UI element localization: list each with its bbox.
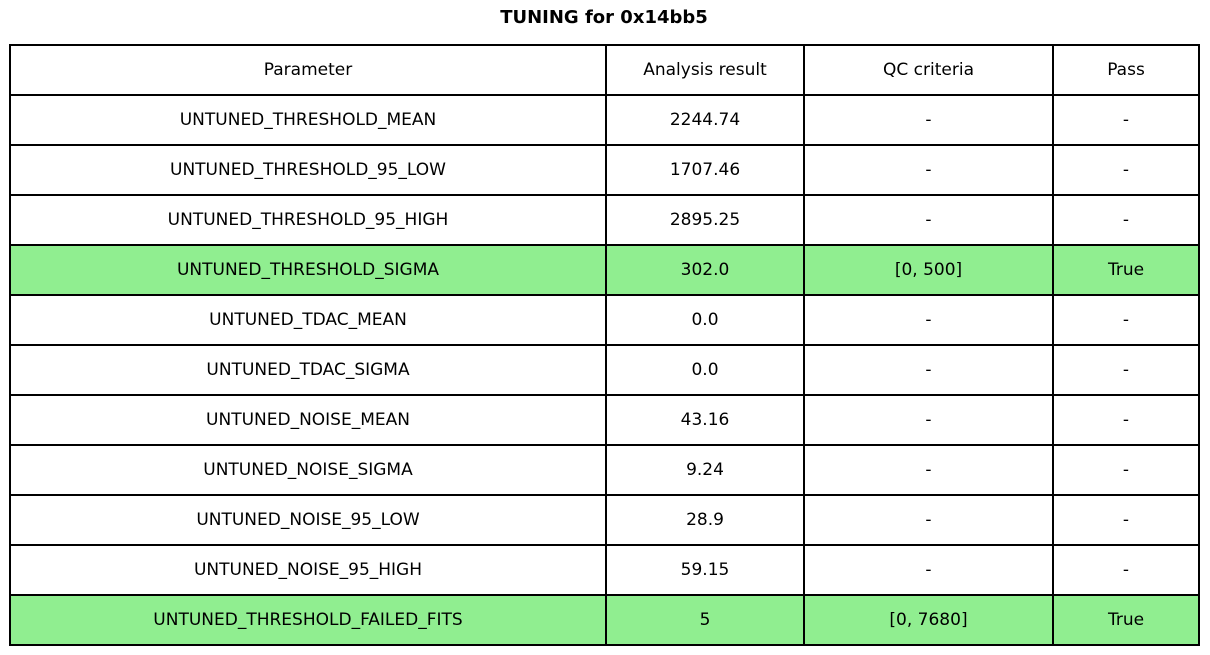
column-header-3: Pass <box>1052 44 1200 96</box>
table-cell: - <box>1052 294 1200 346</box>
table-cell: 59.15 <box>605 544 805 596</box>
table-cell: 2895.25 <box>605 194 805 246</box>
table-cell: 0.0 <box>605 294 805 346</box>
table-row: UNTUNED_NOISE_95_HIGH 59.15- - <box>9 544 1200 596</box>
column-header-2: QC criteria <box>803 44 1054 96</box>
table-cell: UNTUNED_THRESHOLD_FAILED_FITS <box>9 594 607 646</box>
table-row: UNTUNED_TDAC_MEAN 0.0- - <box>9 294 1200 346</box>
table-cell: - <box>1052 144 1200 196</box>
table-cell: - <box>803 294 1054 346</box>
table-cell: - <box>803 444 1054 496</box>
table-cell: - <box>803 494 1054 546</box>
column-header-0: Parameter <box>9 44 607 96</box>
table-cell: - <box>1052 494 1200 546</box>
table-cell: 43.16 <box>605 394 805 446</box>
table-row: UNTUNED_NOISE_SIGMA 9.24- - <box>9 444 1200 496</box>
table-cell: - <box>1052 444 1200 496</box>
table-cell: UNTUNED_NOISE_SIGMA <box>9 444 607 496</box>
table-cell: [0, 7680] <box>803 594 1054 646</box>
table-cell: 0.0 <box>605 344 805 396</box>
table-cell: - <box>803 194 1054 246</box>
table-cell: 28.9 <box>605 494 805 546</box>
table-cell: UNTUNED_NOISE_MEAN <box>9 394 607 446</box>
page-title: TUNING for 0x14bb5 <box>500 7 708 28</box>
table-cell: - <box>803 394 1054 446</box>
table-cell: - <box>1052 344 1200 396</box>
table-row: UNTUNED_THRESHOLD_MEAN 2244.74- - <box>9 94 1200 146</box>
table-cell: - <box>1052 394 1200 446</box>
table-cell: - <box>1052 194 1200 246</box>
table-cell: - <box>1052 544 1200 596</box>
table-cell: UNTUNED_THRESHOLD_95_LOW <box>9 144 607 196</box>
table-cell: True <box>1052 594 1200 646</box>
table-cell: UNTUNED_NOISE_95_LOW <box>9 494 607 546</box>
table-cell: UNTUNED_THRESHOLD_SIGMA <box>9 244 607 296</box>
table-cell: UNTUNED_THRESHOLD_MEAN <box>9 94 607 146</box>
table-cell: 5 <box>605 594 805 646</box>
table-cell: 2244.74 <box>605 94 805 146</box>
table-row: UNTUNED_THRESHOLD_SIGMA 302.0 [0, 500] True <box>9 244 1200 296</box>
table-cell: - <box>1052 94 1200 146</box>
table-cell: 1707.46 <box>605 144 805 196</box>
table-cell: - <box>803 144 1054 196</box>
column-header-1: Analysis result <box>605 44 805 96</box>
table-row: UNTUNED_NOISE_95_LOW 28.9- - <box>9 494 1200 546</box>
table-cell: - <box>803 544 1054 596</box>
table-cell: True <box>1052 244 1200 296</box>
table-cell: - <box>803 94 1054 146</box>
table-cell: UNTUNED_NOISE_95_HIGH <box>9 544 607 596</box>
table-cell: 9.24 <box>605 444 805 496</box>
table-cell: - <box>803 344 1054 396</box>
qc-results-table: Parameter Analysis result QC criteria Pass … <box>9 44 1200 646</box>
table-row: UNTUNED_THRESHOLD_FAILED_FITS 5 [0, 7680] T… <box>9 594 1200 646</box>
table-header-row: Parameter Analysis result QC criteria Pass <box>9 44 1200 96</box>
table-row: UNTUNED_NOISE_MEAN 43.16- - <box>9 394 1200 446</box>
table-cell: UNTUNED_TDAC_SIGMA <box>9 344 607 396</box>
table-row: UNTUNED_THRESHOLD_95_LOW 1707.46- - <box>9 144 1200 196</box>
table-cell: 302.0 <box>605 244 805 296</box>
table-cell: UNTUNED_THRESHOLD_95_HIGH <box>9 194 607 246</box>
table-row: UNTUNED_THRESHOLD_95_HIGH 2895.25- - <box>9 194 1200 246</box>
table-row: UNTUNED_TDAC_SIGMA 0.0- - <box>9 344 1200 396</box>
table-cell: UNTUNED_TDAC_MEAN <box>9 294 607 346</box>
table-cell: [0, 500] <box>803 244 1054 296</box>
